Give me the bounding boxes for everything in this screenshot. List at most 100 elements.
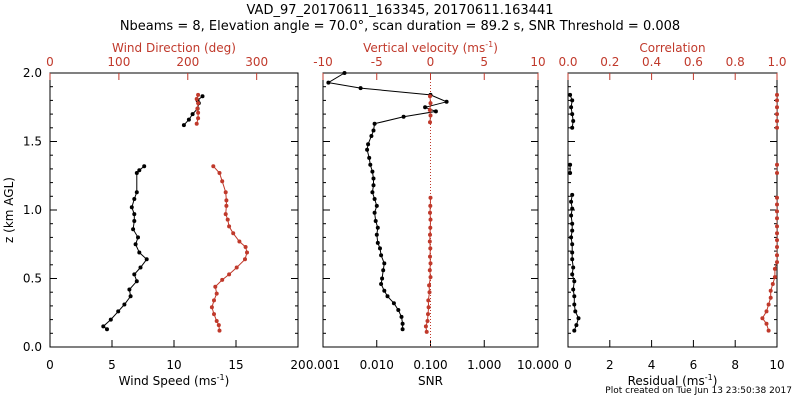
data-point — [569, 235, 574, 240]
data-point — [217, 171, 222, 175]
top-x-axis-label: Wind Direction (deg) — [112, 41, 236, 55]
x-tick-label: 15 — [228, 358, 243, 372]
y-tick-label: 1.0 — [23, 203, 42, 217]
data-point — [760, 316, 765, 321]
data-point — [768, 288, 773, 293]
data-point — [223, 212, 228, 217]
data-point — [385, 294, 390, 299]
data-point — [424, 329, 429, 334]
data-point — [444, 99, 449, 104]
data-point — [212, 298, 216, 303]
data-point — [101, 324, 106, 329]
series-line — [761, 197, 777, 331]
data-point — [223, 190, 228, 195]
top-x-tick-label: 5 — [480, 55, 488, 69]
data-point — [196, 116, 201, 121]
data-point — [108, 317, 113, 322]
data-point — [772, 266, 777, 271]
x-tick-label: 0.010 — [360, 358, 394, 372]
series-line — [211, 165, 248, 331]
data-point — [775, 98, 779, 103]
data-point — [572, 328, 577, 333]
data-point — [775, 171, 779, 175]
data-point — [428, 217, 433, 222]
data-point — [378, 246, 382, 251]
data-point — [427, 108, 432, 112]
data-point — [225, 217, 230, 222]
top-x-tick-label: 300 — [245, 55, 268, 69]
data-point — [428, 210, 432, 215]
data-point — [194, 121, 199, 126]
data-point — [370, 190, 375, 195]
data-point — [428, 203, 433, 208]
data-point — [132, 197, 137, 201]
data-point — [425, 319, 430, 323]
data-point — [775, 260, 779, 265]
data-point — [775, 253, 779, 258]
data-point — [326, 80, 331, 85]
y-axis-label: z (km AGL) — [2, 177, 16, 243]
data-point — [209, 305, 214, 310]
data-point — [568, 92, 573, 97]
x-tick-label: 2 — [606, 358, 614, 372]
data-point — [427, 283, 432, 288]
top-x-tick-label: -10 — [313, 55, 333, 69]
data-point — [428, 261, 433, 266]
data-point — [211, 164, 216, 169]
data-point — [216, 323, 221, 328]
data-point — [137, 250, 142, 255]
data-point — [382, 288, 387, 293]
data-point — [243, 245, 248, 249]
data-point — [142, 164, 147, 169]
data-point — [195, 106, 200, 111]
data-point — [775, 202, 779, 207]
data-point — [220, 277, 225, 282]
data-point — [428, 195, 433, 200]
data-point — [234, 265, 239, 270]
top-x-tick-label: 0.2 — [600, 55, 619, 69]
data-point — [401, 114, 406, 119]
x-tick-label: 10 — [166, 358, 181, 372]
data-point — [122, 302, 127, 307]
data-point — [237, 239, 242, 244]
data-point — [569, 105, 574, 110]
data-point — [196, 92, 201, 97]
y-tick-label: 0.0 — [23, 340, 42, 354]
data-point — [371, 183, 376, 188]
x-tick-label: 10 — [769, 358, 784, 372]
top-x-axis-label: Vertical velocity (ms-1) — [363, 40, 498, 55]
top-x-tick-label: 0.8 — [726, 55, 745, 69]
data-point — [570, 228, 575, 233]
data-point — [570, 98, 575, 103]
x-tick-label: 0.100 — [413, 358, 447, 372]
data-point — [137, 168, 142, 173]
data-point — [576, 316, 581, 321]
data-point — [571, 287, 576, 292]
x-axis-label: Residual (ms-1) — [628, 373, 718, 388]
x-tick-label: 4 — [648, 358, 656, 372]
data-point — [570, 221, 575, 226]
data-point — [570, 242, 575, 247]
data-point — [391, 301, 396, 306]
x-tick-label: 8 — [731, 358, 739, 372]
data-point — [770, 282, 775, 286]
data-point — [768, 295, 773, 300]
data-point — [775, 195, 779, 200]
data-point — [775, 231, 779, 236]
data-point — [568, 171, 573, 175]
data-point — [428, 275, 433, 280]
data-point — [775, 112, 779, 117]
data-point — [396, 308, 401, 312]
data-point — [224, 203, 229, 208]
data-point — [132, 212, 137, 217]
x-tick-label: 0 — [564, 358, 572, 372]
data-point — [568, 162, 573, 167]
data-point — [379, 282, 384, 286]
data-point — [400, 327, 405, 332]
data-point — [374, 203, 379, 208]
data-point — [379, 253, 384, 258]
x-tick-label: 0.001 — [306, 358, 340, 372]
data-point — [190, 112, 195, 117]
data-point — [766, 328, 771, 333]
data-point — [370, 169, 375, 174]
